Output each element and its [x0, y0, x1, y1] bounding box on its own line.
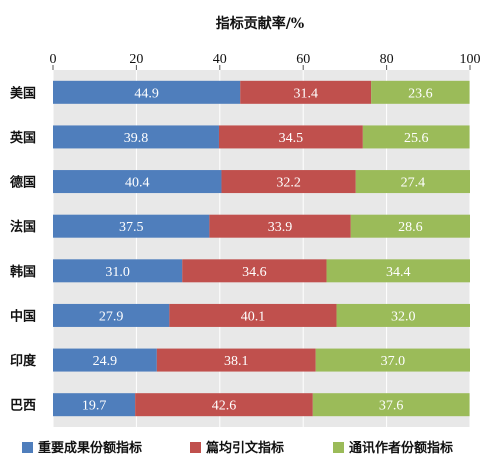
bar-segment: [53, 80, 241, 104]
category-label: 德国: [10, 175, 36, 191]
bar-segment: [169, 303, 337, 327]
plot-area: [53, 70, 470, 427]
legend-swatch: [190, 442, 201, 453]
x-tick-label: 40: [213, 52, 227, 67]
value-label: 42.6: [212, 399, 237, 414]
category-label: 英国: [9, 130, 36, 146]
value-label: 23.6: [408, 86, 433, 101]
legend-label: 重要成果份额指标: [38, 440, 142, 456]
bar-segment: [362, 125, 470, 149]
bar-segment: [371, 80, 470, 104]
value-label: 31.0: [105, 265, 130, 280]
value-label: 40.4: [125, 176, 150, 191]
bar-segment: [209, 214, 351, 238]
bar-segment: [53, 303, 170, 327]
value-label: 24.9: [93, 354, 118, 369]
legend-swatch: [22, 442, 33, 453]
bar-segment: [315, 348, 470, 372]
bar-segment: [350, 214, 470, 238]
value-label: 34.6: [242, 265, 267, 280]
bar-segment: [135, 393, 313, 417]
value-label: 37.5: [119, 220, 144, 235]
value-label: 25.6: [404, 131, 429, 146]
bar-segment: [53, 125, 219, 149]
value-label: 32.0: [391, 309, 416, 324]
legend: 重要成果份额指标 篇均引文指标 通讯作者份额指标: [22, 440, 453, 456]
value-label: 34.4: [386, 265, 411, 280]
bar-segment: [53, 348, 157, 372]
bar-segment: [312, 393, 470, 417]
x-tick-label: 60: [296, 52, 310, 67]
value-label: 38.1: [224, 354, 249, 369]
bar-segment: [221, 170, 356, 194]
value-label: 19.7: [82, 399, 107, 414]
x-tick-label: 20: [129, 52, 143, 67]
category-label: 中国: [10, 308, 36, 324]
category-label: 美国: [10, 85, 36, 101]
value-labels: 44.9 31.4 23.6 39.8 34.5 25.6 40.4 32.2 27.4 37.5…: [82, 86, 433, 413]
bar-segment: [336, 303, 470, 327]
value-label: 33.9: [268, 220, 293, 235]
bar-segment: [240, 80, 372, 104]
bar-segment: [53, 259, 183, 283]
value-label: 40.1: [241, 309, 266, 324]
value-label: 37.6: [379, 399, 404, 414]
x-tick-label: 80: [380, 52, 394, 67]
value-label: 27.4: [401, 176, 426, 191]
bar-segment: [182, 259, 327, 283]
value-label: 32.2: [276, 176, 301, 191]
bar-segment: [53, 170, 222, 194]
bar-segment: [156, 348, 316, 372]
x-tick-label: 0: [50, 52, 57, 67]
chart-title: 指标贡献率/%: [216, 15, 304, 32]
value-label: 44.9: [134, 86, 159, 101]
category-label: 法国: [10, 219, 36, 235]
x-axis-ticks: 0 20 40 60 80 100: [50, 52, 481, 70]
bar-segment: [355, 170, 470, 194]
category-label: 巴西: [10, 399, 36, 414]
legend-label: 篇均引文指标: [205, 440, 284, 456]
value-label: 31.4: [293, 86, 318, 101]
bar-segment: [53, 393, 136, 417]
category-label: 韩国: [10, 264, 36, 280]
bar-segment: [326, 259, 470, 283]
legend-swatch: [333, 442, 344, 453]
value-label: 27.9: [99, 309, 124, 324]
value-label: 28.6: [398, 220, 423, 235]
category-label: 印度: [10, 353, 37, 369]
value-label: 37.0: [381, 354, 406, 369]
x-tick-label: 100: [460, 52, 481, 67]
bar-marks: [53, 80, 470, 417]
bar-segment: [218, 125, 363, 149]
value-label: 34.5: [279, 131, 304, 146]
bar-segment: [53, 214, 210, 238]
value-label: 39.8: [124, 131, 149, 146]
legend-label: 通讯作者份额指标: [349, 440, 453, 456]
